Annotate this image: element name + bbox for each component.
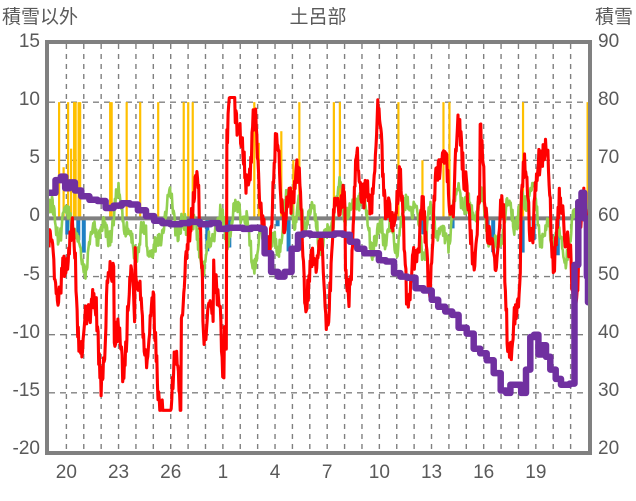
y-tick-right-40: 40: [598, 321, 620, 343]
x-tick-16: 16: [473, 462, 495, 483]
x-tick-1: 1: [217, 462, 229, 483]
chart-svg: [49, 44, 588, 451]
x-tick-13: 13: [420, 462, 443, 483]
x-tick-23: 23: [107, 462, 130, 483]
y-tick-left-5: 5: [29, 147, 40, 169]
y-tick-left-0: 0: [29, 205, 40, 227]
y-tick-right-20: 20: [598, 438, 620, 459]
y-tick-left--20: -20: [12, 438, 40, 459]
x-tick-7: 7: [321, 462, 333, 483]
x-tick-19: 19: [525, 462, 547, 483]
y-tick-left--15: -15: [12, 379, 40, 401]
y-tick-left--5: -5: [23, 263, 40, 285]
y-tick-right-70: 70: [598, 147, 620, 169]
y-tick-right-60: 60: [598, 205, 620, 227]
x-tick-4: 4: [269, 462, 281, 483]
x-tick-10: 10: [368, 462, 390, 483]
page-title: 土呂部: [289, 7, 347, 28]
left-axis-caption: 積雪以外: [2, 7, 79, 28]
y-tick-left-10: 10: [18, 89, 40, 111]
y-tick-right-50: 50: [598, 263, 620, 285]
y-tick-left--10: -10: [12, 321, 40, 343]
right-axis-caption: 積雪: [594, 7, 633, 28]
y-tick-right-30: 30: [598, 379, 620, 401]
x-tick-26: 26: [160, 462, 182, 483]
y-tick-left-15: 15: [18, 31, 40, 52]
x-tick-20: 20: [55, 462, 77, 483]
y-tick-right-80: 80: [598, 89, 620, 111]
y-tick-right-90: 90: [598, 31, 620, 52]
plot-area: [49, 44, 588, 451]
